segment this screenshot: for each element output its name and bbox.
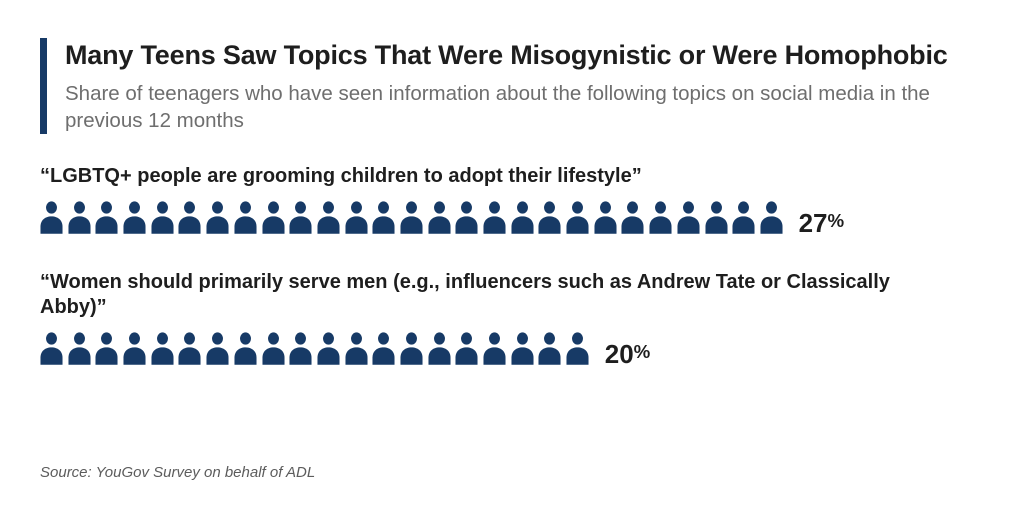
pictogram-row: “LGBTQ+ people are grooming children to … bbox=[40, 164, 980, 236]
person-icon bbox=[123, 201, 146, 234]
person-icon bbox=[68, 201, 91, 234]
person-icon bbox=[704, 201, 728, 234]
person-icon bbox=[511, 331, 534, 365]
row-label: “LGBTQ+ people are grooming children to … bbox=[40, 165, 642, 188]
person-icon bbox=[345, 331, 368, 365]
person-icon bbox=[178, 331, 201, 365]
value-number: 20 bbox=[604, 338, 634, 369]
person-icon bbox=[40, 201, 63, 234]
person-icon bbox=[289, 201, 312, 234]
pictogram-rows: “LGBTQ+ people are grooming children to … bbox=[0, 164, 1020, 367]
person-icon bbox=[40, 331, 63, 365]
person-icon bbox=[594, 201, 617, 234]
person-icon bbox=[261, 331, 285, 365]
pictogram-row: “Women should primarily serve men (e.g.,… bbox=[40, 270, 980, 367]
person-icon bbox=[732, 201, 755, 234]
person-icon bbox=[511, 201, 534, 234]
person-icon bbox=[677, 201, 700, 234]
person-icon bbox=[95, 201, 118, 234]
person-icon bbox=[206, 201, 229, 234]
icon-row: 20% bbox=[40, 331, 980, 367]
person-icon bbox=[317, 201, 340, 234]
person-icon bbox=[566, 201, 589, 234]
person-icon bbox=[621, 201, 644, 234]
person-icon bbox=[455, 201, 478, 234]
person-icon bbox=[760, 201, 783, 234]
person-icon bbox=[151, 331, 174, 365]
person-icon bbox=[428, 201, 451, 234]
person-icon bbox=[455, 331, 478, 365]
person-icon bbox=[400, 331, 423, 365]
chart-header: Many Teens Saw Topics That Were Misogyni… bbox=[0, 0, 1020, 135]
value-label: 20% bbox=[605, 341, 651, 367]
chart-subtitle: Share of teenagers who have seen informa… bbox=[65, 82, 930, 132]
person-icon bbox=[538, 201, 561, 234]
value-number: 27 bbox=[798, 207, 828, 238]
chart-title: Many Teens Saw Topics That Were Misogyni… bbox=[65, 40, 948, 70]
person-icon bbox=[206, 331, 229, 365]
person-icon bbox=[566, 331, 589, 365]
person-icon bbox=[68, 331, 91, 365]
row-label: “Women should primarily serve men (e.g.,… bbox=[40, 270, 890, 319]
person-icon bbox=[317, 331, 340, 365]
percent-sign-icon: % bbox=[633, 340, 651, 362]
percent-sign-icon: % bbox=[827, 209, 845, 231]
person-icon bbox=[483, 331, 506, 365]
person-icon bbox=[178, 201, 201, 234]
person-icon bbox=[151, 201, 174, 234]
person-icon bbox=[649, 201, 672, 234]
value-label: 27% bbox=[799, 210, 845, 236]
person-icon bbox=[372, 331, 395, 365]
person-icon bbox=[483, 201, 506, 234]
source-note: Source: YouGov Survey on behalf of ADL bbox=[40, 464, 316, 481]
person-icon bbox=[538, 331, 561, 365]
person-icon bbox=[123, 331, 146, 365]
person-icon bbox=[261, 201, 285, 234]
person-icon bbox=[372, 201, 395, 234]
person-icon bbox=[234, 331, 257, 365]
person-icon bbox=[289, 331, 312, 365]
person-icon bbox=[234, 201, 257, 234]
person-icon bbox=[400, 201, 423, 234]
person-icon bbox=[428, 331, 451, 365]
person-icon bbox=[345, 201, 368, 234]
accent-bar bbox=[40, 38, 47, 135]
header-text: Many Teens Saw Topics That Were Misogyni… bbox=[65, 38, 980, 134]
icon-row: 27% bbox=[40, 201, 980, 236]
person-icon bbox=[95, 331, 118, 365]
